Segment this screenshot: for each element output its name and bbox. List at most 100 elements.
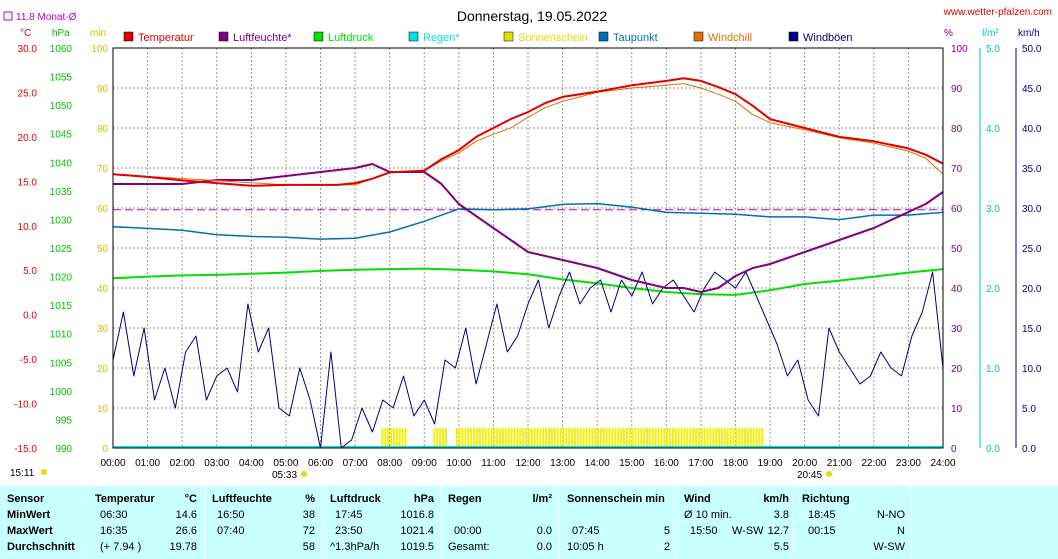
temp-min-val: 14.6	[175, 509, 197, 521]
sunshine-bar	[657, 428, 660, 448]
sunshine-bar	[473, 428, 476, 448]
temp-tick-label: 25.0	[18, 88, 38, 99]
pressure-tick-label: 995	[55, 415, 72, 426]
header-wind-unit: km/h	[763, 493, 789, 505]
legend-swatch	[408, 31, 419, 42]
sunshine-bar	[542, 428, 545, 448]
sun-tick-label: 20	[97, 364, 109, 375]
x-tick-labels: 00:00 01:00 02:00 03:00 04:00 05:00 06:00 07:00…	[100, 458, 955, 469]
rain-total-label: Gesamt:	[448, 541, 490, 553]
sunshine-bar	[387, 428, 390, 448]
sunshine-bar	[677, 428, 680, 448]
legend-label: Windchill	[708, 32, 752, 44]
sunshine-bar	[640, 428, 643, 448]
hum-tick-label: 50	[951, 244, 963, 255]
sunshine-bar	[755, 428, 758, 448]
sunshine-bar	[574, 428, 576, 448]
legend-swatch	[788, 31, 799, 42]
sun-tick-label: 100	[91, 44, 108, 55]
sunshine-bar	[674, 428, 677, 448]
sunshine-bar	[703, 428, 706, 448]
hum-tick-label: 100	[951, 44, 968, 55]
sunshine-bar	[384, 428, 387, 448]
header-hum-unit: %	[305, 493, 315, 505]
wind-tick-label: 40.0	[1022, 124, 1042, 135]
legend-swatch	[123, 31, 134, 42]
series-taupunkt	[112, 202, 944, 240]
legend-label: Temperatur	[138, 32, 194, 44]
sunshine-bar	[553, 428, 556, 448]
sun-tick-label: 50	[97, 244, 109, 255]
temp-unit: °C	[20, 28, 31, 39]
hum-tick-label: 40	[951, 284, 963, 295]
sun-tick-label: 90	[97, 84, 109, 95]
moonrise-time: 15:11	[10, 468, 35, 479]
rain-unit: l/m²	[982, 28, 999, 39]
sunshine-bar	[467, 428, 470, 448]
row-label-avg: Durchschnitt	[7, 541, 75, 553]
pressure-tick-label: 1050	[50, 101, 73, 112]
sunshine-bar	[660, 428, 663, 448]
sunshine-bar	[393, 428, 395, 448]
x-tick-label: 16:00	[654, 458, 679, 469]
temp-tick-label: 20.0	[18, 133, 38, 144]
x-tick-label: 05:00	[273, 458, 298, 469]
sunshine-bar	[458, 428, 461, 448]
sunshine-bar	[625, 428, 628, 448]
sunshine-bar	[513, 428, 516, 448]
sunshine-bar	[490, 428, 493, 448]
pressure-tick-label: 1045	[50, 130, 73, 141]
pressure-tick-label: 1020	[50, 273, 73, 284]
press-trend: ^1.3hPa/h	[330, 541, 380, 553]
sun-tick-label: 60	[97, 204, 109, 215]
sunshine-bar	[401, 428, 404, 448]
series-windböen	[112, 271, 944, 449]
dir-min-time: 18:45	[808, 509, 836, 521]
sun-max-time: 07:45	[572, 525, 600, 537]
pressure-tick-label: 1060	[50, 44, 73, 55]
dir-max-time: 00:15	[808, 525, 836, 537]
hum-min-time: 16:50	[217, 509, 245, 521]
sunshine-bar	[749, 428, 752, 448]
legend-swatch	[693, 31, 704, 42]
x-tick-label: 15:00	[619, 458, 644, 469]
header-temp: Temperatur	[95, 493, 155, 505]
wind-tick-label: 0.0	[1022, 444, 1036, 455]
x-tick-label: 10:00	[446, 458, 471, 469]
x-tick-label: 17:00	[688, 458, 713, 469]
temp-avg-delta: (+ 7.94 )	[100, 541, 142, 553]
rain-max-time: 00:00	[454, 525, 482, 537]
sunshine-bar	[695, 428, 697, 448]
legend-label: Luftdruck	[328, 32, 374, 44]
press-min-val: 1016.8	[400, 509, 434, 521]
sunshine-bar	[588, 428, 591, 448]
sun-tick-label: 70	[97, 164, 109, 175]
sunshine-bar	[643, 428, 646, 448]
temp-max-time: 16:35	[100, 525, 128, 537]
sunshine-bar	[470, 428, 473, 448]
sunshine-bar	[568, 428, 571, 448]
wind-avg10-val: 3.8	[773, 509, 789, 521]
legend-swatch	[598, 31, 609, 42]
legend-label: Windböen	[803, 32, 853, 44]
sun-tick-label: 30	[97, 324, 109, 335]
sunshine-bar	[504, 428, 507, 448]
sunshine-bar	[735, 428, 738, 448]
sunshine-bar	[404, 428, 407, 448]
sunshine-bar	[436, 428, 439, 448]
hum-tick-label: 20	[951, 364, 963, 375]
sunshine-bar	[608, 428, 611, 448]
summary-col-press: Luftdruck hPa 17:45 1016.8 23:50 1021.4 ^1.…	[324, 486, 441, 559]
rain-tick-label: 4.0	[986, 124, 1000, 135]
grid	[113, 48, 943, 448]
sunshine-bar	[565, 428, 568, 448]
sunshine-bar	[597, 428, 599, 448]
sunshine-bar	[746, 428, 749, 448]
site-link[interactable]: www.wetter-pfalzen.com	[943, 7, 1052, 18]
x-tick-label: 11:00	[481, 458, 506, 469]
sunshine-bar	[744, 428, 746, 448]
hum-tick-label: 70	[951, 164, 963, 175]
dir-min-val: N-NO	[876, 509, 905, 521]
sunshine-bar	[571, 428, 574, 448]
summary-table: Sensor MinWert MaxWert Durchschnitt Temp…	[0, 486, 1058, 559]
